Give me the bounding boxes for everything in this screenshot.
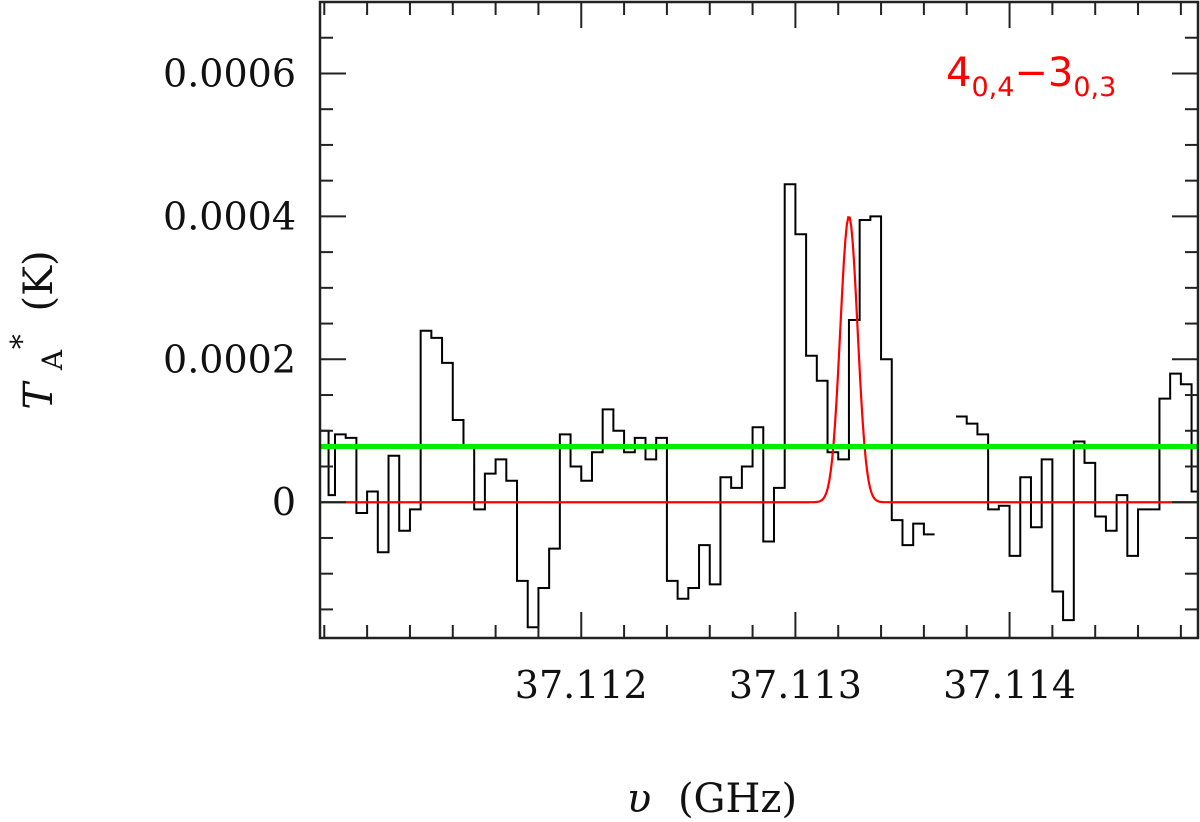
transition-label-part: 4 <box>946 50 971 96</box>
transition-label: 40,4−30,3 <box>946 50 1116 103</box>
gaussian-fit-line <box>320 215 1198 504</box>
x-axis-label: υ (GHz) <box>627 776 797 822</box>
spectrum-step-line <box>320 183 935 629</box>
y-axis-subscript: A <box>36 349 69 371</box>
x-axis-unit: (GHz) <box>678 776 797 822</box>
transition-label-subscript: 0,4 <box>971 72 1014 103</box>
plot-frame <box>318 0 1200 640</box>
plot-area <box>320 183 1198 629</box>
y-axis-unit: (K) <box>16 250 62 311</box>
transition-label-part: −3 <box>1014 50 1073 96</box>
y-tick-label: 0.0006 <box>163 51 296 95</box>
y-axis-superscript: * <box>5 334 40 349</box>
x-axis-symbol: υ <box>627 776 651 822</box>
x-tick-label: 37.114 <box>943 663 1076 707</box>
y-axis-symbol: T <box>16 380 62 410</box>
y-axis-label: T A * (K) <box>0 250 72 409</box>
x-tick-label: 37.112 <box>515 663 648 707</box>
tick-labels: 37.112 37.113 37.114 0 0.0002 0.0004 0.0006 <box>163 51 1076 707</box>
y-tick-label: 0 <box>272 480 296 524</box>
y-tick-label: 0.0004 <box>163 194 296 238</box>
x-tick-label: 37.113 <box>729 663 862 707</box>
y-tick-label: 0.0002 <box>163 337 296 381</box>
axis-ticks <box>320 0 1198 638</box>
transition-label-subscript: 0,3 <box>1073 72 1116 103</box>
spectrum-step-line <box>956 372 1198 622</box>
